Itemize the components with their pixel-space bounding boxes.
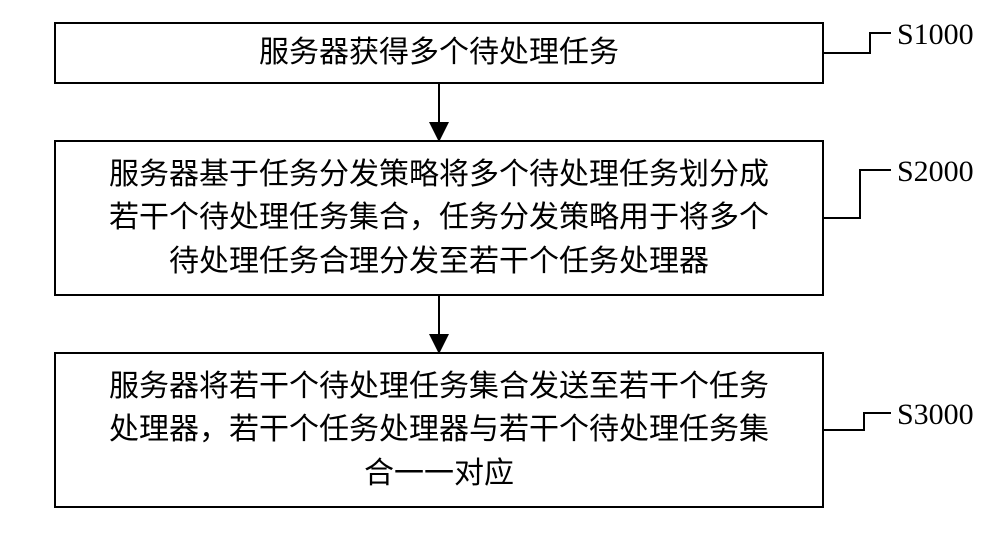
flow-box-3-line2: 处理器，若干个任务处理器与若干个待处理任务集 [109, 408, 769, 452]
step-label-1: S1000 [897, 18, 974, 52]
step-label-3: S3000 [897, 398, 974, 432]
flow-box-1: 服务器获得多个待处理任务 [54, 22, 824, 84]
flowchart-canvas: 服务器获得多个待处理任务 S1000 服务器基于任务分发策略将多个待处理任务划分… [0, 0, 1000, 548]
flow-box-3-line3: 合一一对应 [109, 452, 769, 496]
flow-box-2-line1: 服务器基于任务分发策略将多个待处理任务划分成 [109, 153, 769, 197]
flow-box-3: 服务器将若干个待处理任务集合发送至若干个任务 处理器，若干个任务处理器与若干个待… [54, 352, 824, 508]
flow-box-2-line2: 若干个待处理任务集合，任务分发策略用于将多个 [109, 196, 769, 240]
flow-box-1-text: 服务器获得多个待处理任务 [259, 31, 619, 75]
flow-box-2-line3: 待处理任务合理分发至若干个任务处理器 [109, 240, 769, 284]
flow-box-2: 服务器基于任务分发策略将多个待处理任务划分成 若干个待处理任务集合，任务分发策略… [54, 140, 824, 296]
step-label-2: S2000 [897, 155, 974, 189]
flow-box-3-line1: 服务器将若干个待处理任务集合发送至若干个任务 [109, 365, 769, 409]
